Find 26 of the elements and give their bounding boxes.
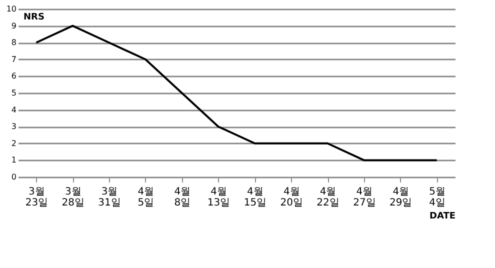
- y-tick-label: 10: [6, 4, 16, 14]
- y-axis-title: NRS: [24, 12, 44, 22]
- x-tick-label: 4월 13일: [207, 186, 230, 208]
- line-series: [35, 24, 438, 162]
- y-tick-label: 7: [11, 54, 16, 64]
- y-tick-label: 9: [11, 21, 16, 30]
- y-tick-label: 2: [11, 138, 16, 148]
- y-tick-label: 0: [11, 172, 16, 182]
- y-tick-label: 8: [11, 38, 16, 48]
- x-tick-label: 4월 8일: [174, 186, 191, 208]
- x-tick-label: 5월 4일: [429, 186, 446, 208]
- x-tick-label: 4월 20일: [280, 186, 303, 208]
- y-tick-label: 6: [11, 72, 16, 81]
- y-tick-label: 4: [11, 105, 16, 114]
- y-tick-label: 1: [11, 156, 16, 165]
- x-tick-label: 3월 31일: [98, 186, 121, 208]
- x-tick-label: 4월 22일: [316, 186, 340, 208]
- x-tick-label: 4월 5일: [138, 186, 154, 208]
- y-tick-label: 3: [11, 122, 16, 132]
- x-axis-title: DATE: [429, 212, 456, 222]
- x-tick-label: 4월 15일: [244, 186, 267, 208]
- y-tick-label: 5: [11, 88, 16, 98]
- x-tick-label: 4월 29일: [390, 186, 412, 208]
- x-tick-label: 3월 28일: [62, 186, 84, 208]
- x-tick-label: 3월 23일: [25, 186, 48, 208]
- x-tick-label: 4월 27일: [353, 186, 376, 208]
